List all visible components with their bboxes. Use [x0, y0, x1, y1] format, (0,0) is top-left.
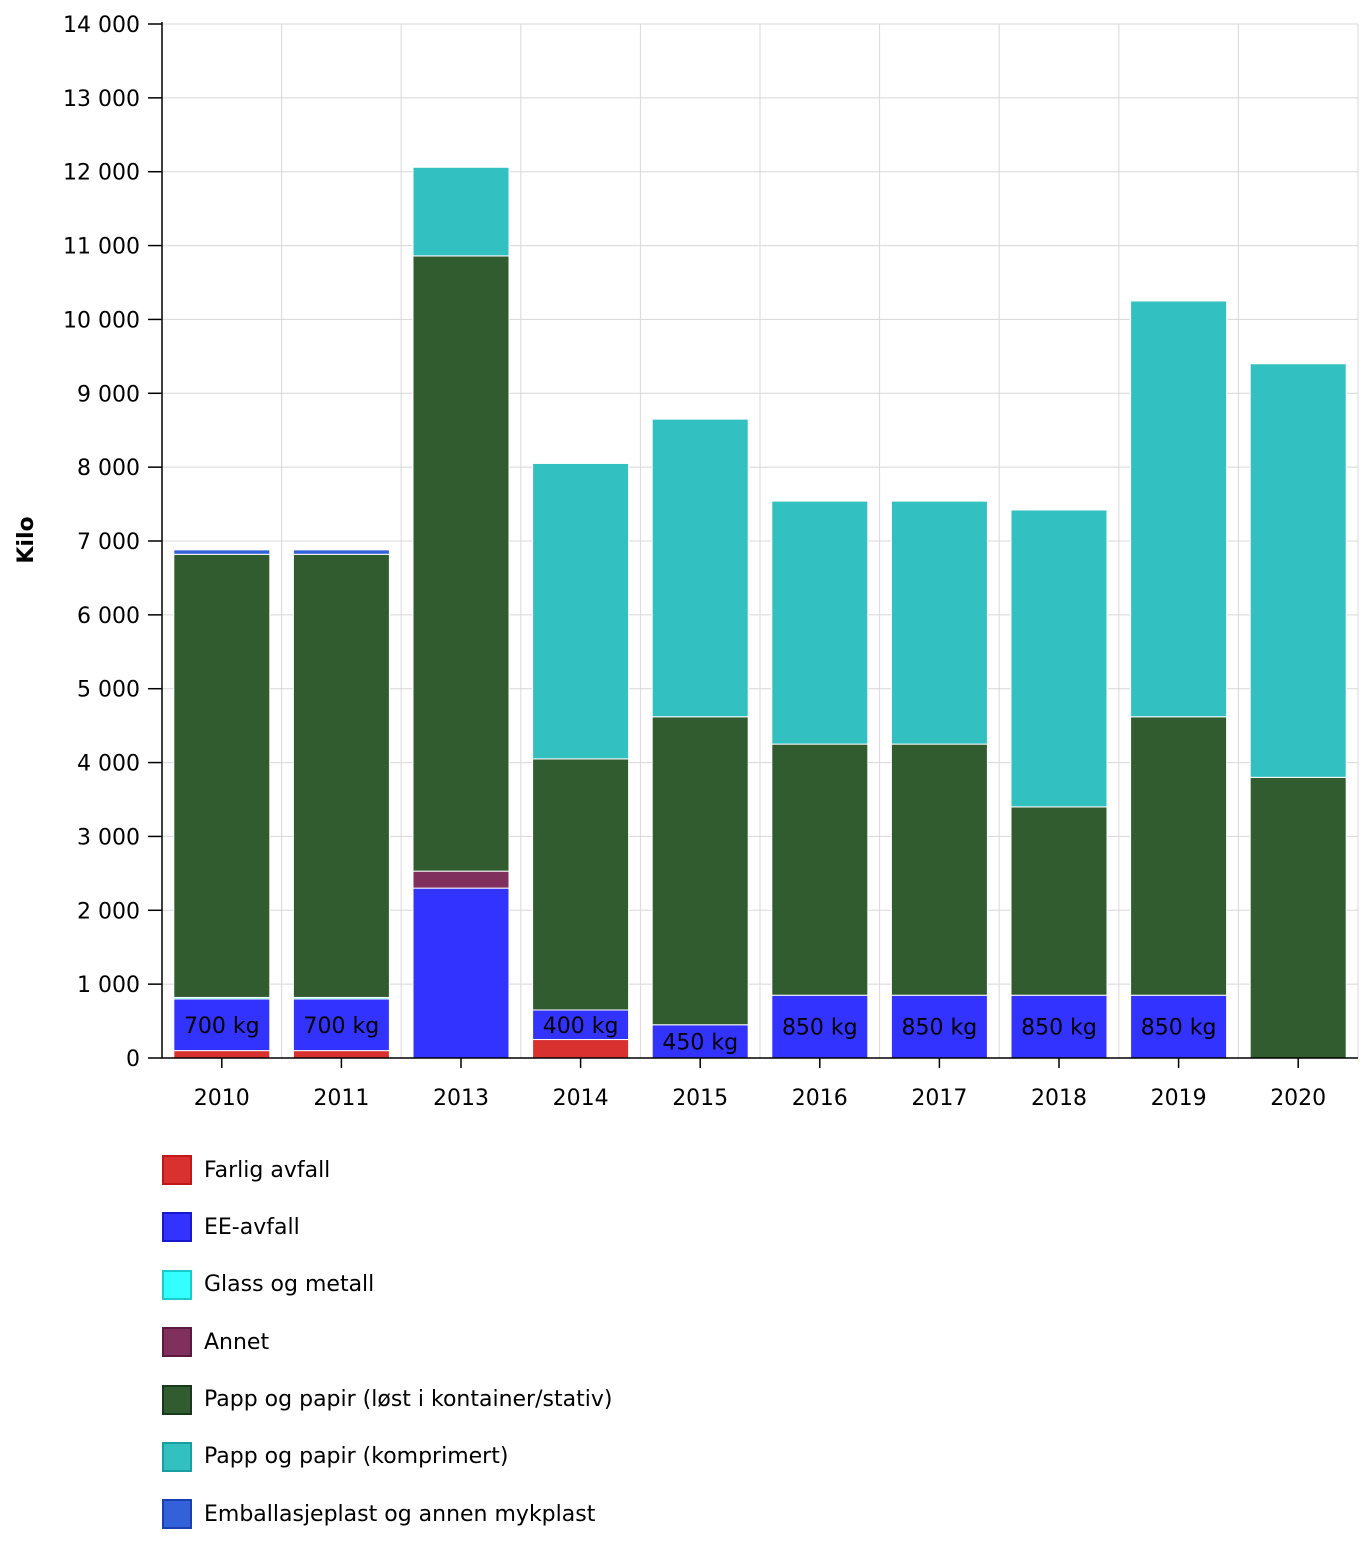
- legend-item[interactable]: Emballasjeplast og annen mykplast: [162, 1497, 612, 1531]
- bar-segment: [651, 418, 749, 718]
- y-tick-label: 0: [126, 1047, 140, 1072]
- legend-item[interactable]: EE-avfall: [162, 1210, 612, 1244]
- bar-segment: [412, 255, 510, 872]
- y-tick-label: 4 000: [77, 752, 140, 777]
- bar-segment: [532, 1039, 630, 1059]
- x-tick-label: 2020: [1270, 1086, 1326, 1111]
- x-tick-label: 2019: [1151, 1086, 1207, 1111]
- bar-segment: [292, 998, 390, 1052]
- legend-swatch: [162, 1327, 192, 1358]
- x-tick-label: 2016: [792, 1086, 848, 1111]
- legend-swatch: [162, 1155, 192, 1185]
- y-tick-label: 10 000: [63, 308, 140, 333]
- bar-segment: [651, 716, 749, 1026]
- legend-swatch: [162, 1441, 192, 1472]
- data-label: 850 kg: [782, 1016, 858, 1041]
- data-label: 850 kg: [902, 1016, 978, 1041]
- legend-swatch: [162, 1384, 192, 1415]
- legend-label: Papp og papir (løst i kontainer/stativ): [204, 1387, 613, 1413]
- legend-swatch: [162, 1212, 192, 1243]
- x-tick-label: 2018: [1031, 1086, 1087, 1111]
- y-tick-label: 2 000: [77, 899, 140, 924]
- legend-item[interactable]: Glass og metall: [162, 1268, 612, 1302]
- data-label: 850 kg: [1021, 1016, 1097, 1041]
- bar-segment: [771, 743, 869, 996]
- bar-segment: [532, 758, 630, 1011]
- y-tick-label: 12 000: [63, 161, 140, 186]
- bar-segment: [1249, 776, 1347, 1059]
- bar-segment: [1130, 716, 1228, 996]
- bar-segment: [1010, 994, 1108, 1059]
- y-tick-label: 11 000: [63, 235, 140, 260]
- bar-segment: [173, 553, 271, 998]
- legend-label: Emballasjeplast og annen mykplast: [204, 1501, 596, 1527]
- y-tick-label: 9 000: [77, 382, 140, 407]
- y-tick-label: 3 000: [77, 825, 140, 850]
- x-tick-label: 2013: [433, 1086, 489, 1111]
- stacked-bar-chart: 700 kg 700 kg 400 kg 450 kg 850 kg 850 kg 850 …: [14, 13, 1359, 1111]
- legend-label: Farlig avfall: [204, 1157, 331, 1183]
- legend-label: Annet: [204, 1329, 270, 1355]
- legend-label: Glass og metall: [204, 1272, 375, 1298]
- bar-segment: [292, 1050, 390, 1059]
- bar-segment: [173, 1050, 271, 1059]
- legend-item[interactable]: Annet: [162, 1325, 612, 1359]
- y-tick-label: 5 000: [77, 678, 140, 703]
- legend-item[interactable]: Papp og papir (løst i kontainer/stativ): [162, 1383, 612, 1417]
- y-tick-label: 13 000: [63, 87, 140, 112]
- data-label: 700 kg: [184, 1014, 260, 1039]
- legend-swatch: [162, 1499, 192, 1530]
- bar-segment: [173, 998, 271, 1052]
- bar-segments: [173, 166, 1347, 1059]
- bar-segment: [771, 994, 869, 1059]
- data-label: 400 kg: [543, 1014, 619, 1039]
- legend-label: Papp og papir (komprimert): [204, 1444, 509, 1470]
- bar-segment: [412, 166, 510, 257]
- legend-item[interactable]: Farlig avfall: [162, 1153, 612, 1187]
- x-tick-label: 2014: [553, 1086, 609, 1111]
- data-label: 700 kg: [304, 1014, 380, 1039]
- y-axis-title: Kilo: [14, 516, 39, 563]
- y-tick-label: 1 000: [77, 973, 140, 998]
- bar-segment: [1130, 994, 1228, 1059]
- legend-label: EE-avfall: [204, 1214, 300, 1240]
- legend-item[interactable]: Papp og papir (komprimert): [162, 1440, 612, 1474]
- data-label: 450 kg: [662, 1030, 738, 1055]
- bar-segment: [412, 870, 510, 889]
- bar-segment: [1249, 363, 1347, 778]
- bar-segment: [771, 500, 869, 745]
- legend: Farlig avfall EE-avfall Glass og metall Ann…: [162, 1153, 612, 1555]
- y-tick-label: 7 000: [77, 530, 140, 555]
- bar-segment: [292, 553, 390, 998]
- x-tick-label: 2010: [194, 1086, 250, 1111]
- bar-segment: [532, 1009, 630, 1041]
- bar-segment: [1010, 509, 1108, 808]
- x-tick-label: 2017: [911, 1086, 967, 1111]
- bar-segment: [890, 500, 988, 745]
- x-tick-label: 2015: [672, 1086, 728, 1111]
- bar-segment: [412, 887, 510, 1059]
- y-tick-label: 14 000: [63, 13, 140, 38]
- axes: 0 1 000 2 000 3 000 4 000 5 000 6 000 7 000 8 00…: [63, 13, 1358, 1111]
- x-tick-label: 2011: [313, 1086, 369, 1111]
- y-tick-label: 8 000: [77, 456, 140, 481]
- bar-segment: [292, 549, 390, 555]
- bar-segment: [1010, 806, 1108, 996]
- bar-segment: [532, 462, 630, 760]
- bar-segment: [173, 549, 271, 555]
- y-tick-label: 6 000: [77, 604, 140, 629]
- bar-segment: [890, 743, 988, 996]
- data-labels: 700 kg 700 kg 400 kg 450 kg 850 kg 850 kg 850 …: [184, 1014, 1217, 1056]
- legend-swatch: [162, 1269, 192, 1300]
- bar-segment: [890, 994, 988, 1059]
- data-label: 850 kg: [1141, 1016, 1217, 1041]
- bar-segment: [1130, 300, 1228, 718]
